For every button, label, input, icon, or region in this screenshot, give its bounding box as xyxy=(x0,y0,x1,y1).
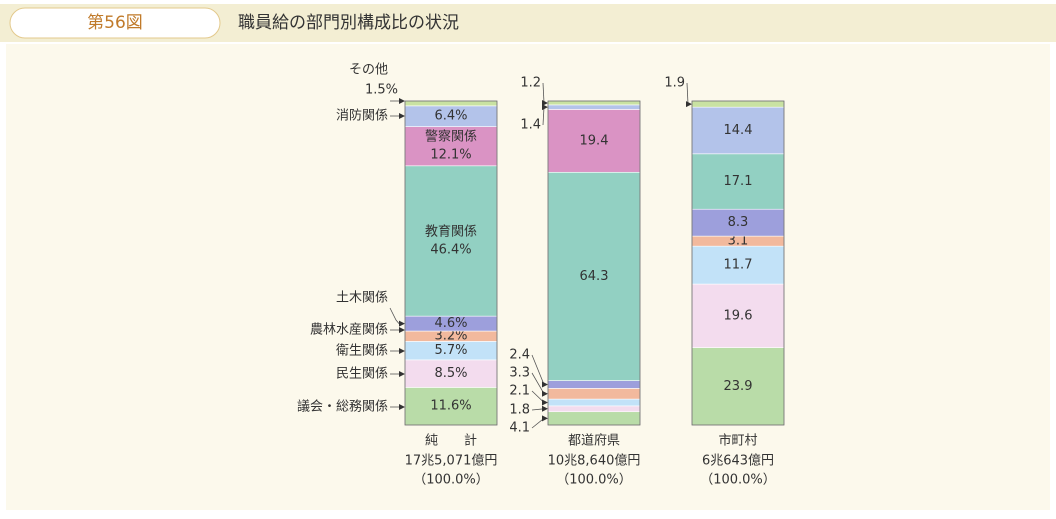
arrow-head xyxy=(542,104,548,111)
bar-segment xyxy=(547,171,641,381)
value-label: 1.8 xyxy=(509,403,530,418)
arrow-head xyxy=(399,98,405,104)
bar-segment xyxy=(547,100,641,106)
value-label: 12.1% xyxy=(430,148,471,163)
leader-line xyxy=(389,307,400,324)
bar-segment xyxy=(691,283,785,348)
arrow-head xyxy=(542,399,548,406)
value-label: 1.4 xyxy=(520,118,541,133)
bar-segment xyxy=(547,411,641,426)
value-label: 23.9 xyxy=(724,379,753,394)
figure-number: 第56図 xyxy=(87,13,143,33)
category-label: 純 計 xyxy=(425,433,477,449)
value-label: 6.4% xyxy=(434,109,467,124)
category-share: （100.0%） xyxy=(700,473,776,488)
arrow-head xyxy=(399,113,405,119)
bar-segment xyxy=(691,100,785,108)
bar-segment xyxy=(547,398,641,407)
category-label: 都道府県 xyxy=(568,434,620,449)
value-label: 3.3 xyxy=(509,366,530,381)
value-label: 1.2 xyxy=(520,76,541,91)
series-name: 衛生関係 xyxy=(336,344,388,359)
series-name: 民生関係 xyxy=(336,367,388,382)
series-name: 消防関係 xyxy=(336,108,388,124)
value-label: 19.4 xyxy=(580,133,609,148)
value-label: 2.1 xyxy=(509,384,530,399)
value-label: 14.4 xyxy=(724,123,753,138)
value-label: 64.3 xyxy=(580,269,609,284)
arrow-head xyxy=(399,404,405,410)
bar-segment xyxy=(547,388,641,400)
arrow-head xyxy=(399,327,405,333)
leader-line xyxy=(686,82,689,105)
arrow-head xyxy=(542,390,548,397)
category-total: 17兆5,071億円 xyxy=(405,453,498,469)
value-label: 19.6 xyxy=(724,308,753,323)
series-name: その他 xyxy=(349,63,388,78)
bar-outline xyxy=(547,100,641,426)
leader-line xyxy=(531,354,545,385)
value-label: 3.1 xyxy=(728,234,749,249)
arrow-head xyxy=(399,320,405,327)
value-label: 3.2% xyxy=(434,329,467,344)
category-share: （100.0%） xyxy=(413,473,489,488)
arrow-head xyxy=(686,101,692,108)
bar-segment xyxy=(404,100,498,107)
leader-line xyxy=(542,107,545,126)
leader-line xyxy=(531,372,545,394)
bar-segment xyxy=(547,380,641,389)
bar-segment xyxy=(547,104,641,110)
bar-segment xyxy=(691,106,785,155)
series-name: 土木関係 xyxy=(336,291,388,306)
figure-badge xyxy=(9,7,221,39)
value-label: 8.3 xyxy=(728,215,749,230)
arrow-head xyxy=(399,371,405,377)
value-label: 46.4% xyxy=(430,242,471,257)
series-name: 議会・総務関係 xyxy=(297,400,388,415)
segment-name: 教育関係 xyxy=(425,223,477,239)
bar-segment xyxy=(404,165,498,317)
bar-outline xyxy=(404,100,498,426)
value-label: 11.6% xyxy=(430,399,471,414)
value-label: 8.5% xyxy=(434,366,467,381)
value-label: 5.7% xyxy=(434,343,467,358)
value-label: 4.1 xyxy=(509,421,530,436)
value-label: 17.1 xyxy=(724,174,753,189)
plot: 11.6% 議会・総務関係 8.5% 民生関係 5.7% 衛生関係 3.2% 農林水産関係 4.… xyxy=(297,63,785,488)
category-total: 6兆643億円 xyxy=(702,453,774,469)
value-label: 1.9 xyxy=(664,76,685,91)
bar-segment xyxy=(547,405,641,413)
bar-segment xyxy=(404,126,498,167)
bar-outline xyxy=(691,100,785,426)
value-label: 1.5% xyxy=(365,83,398,98)
arrow-head xyxy=(542,415,548,422)
value-label: 4.6% xyxy=(434,316,467,331)
figure-title: 職員給の部門別構成比の状況 xyxy=(238,13,459,33)
leader-line xyxy=(542,82,545,103)
arrow-head xyxy=(399,348,405,354)
category-total: 10兆8,640億円 xyxy=(548,453,641,469)
series-name: 農林水産関係 xyxy=(310,322,388,338)
bar-segment xyxy=(691,347,785,426)
value-label: 11.7 xyxy=(724,258,753,273)
segment-name: 警察関係 xyxy=(425,129,477,145)
bar-segment xyxy=(691,153,785,210)
bar-segment xyxy=(547,109,641,173)
arrow-head xyxy=(542,405,548,412)
panel xyxy=(6,44,1050,510)
category-label: 市町村 xyxy=(718,433,757,449)
category-share: （100.0%） xyxy=(556,473,632,488)
arrow-head xyxy=(542,99,548,106)
arrow-head xyxy=(542,381,548,388)
value-label: 2.4 xyxy=(509,348,530,363)
